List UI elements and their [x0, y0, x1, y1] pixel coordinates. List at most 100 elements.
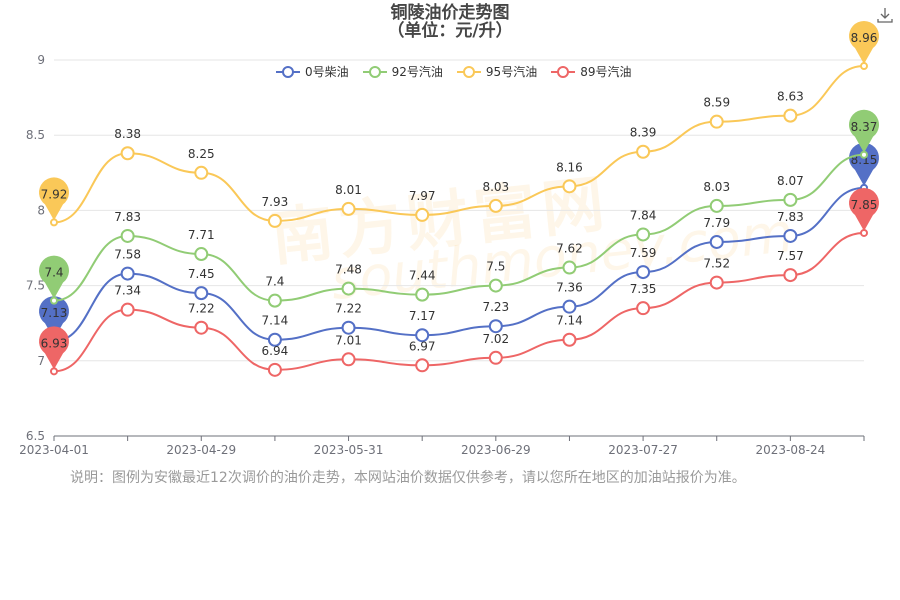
x-tick-label: 2023-06-29 [461, 443, 531, 457]
data-label: 7.23 [482, 300, 509, 314]
series-3: 8.38 8.25 7.93 8.01 7.97 8.03 8.16 8.39 8.59 8.63… [39, 21, 880, 228]
chart-note: 说明：图例为安徽最近12次调价的油价走势，本网站油价数据仅供参考，请以您所在地区… [70, 470, 746, 486]
data-label: 7.01 [335, 333, 362, 347]
data-point [415, 328, 430, 343]
data-label: 8.25 [188, 147, 215, 161]
data-label: 7.5 [486, 260, 505, 274]
data-point [415, 358, 430, 373]
data-label: 8.59 [703, 96, 730, 110]
legend-label: 89号汽油 [580, 65, 632, 79]
data-label: 8.01 [335, 183, 362, 197]
series-2: 7.837.717.47.48 7.447.57.627.848.03 8.077.… [39, 109, 879, 308]
legend-label: 0号柴油 [305, 65, 349, 79]
data-point [267, 332, 282, 347]
legend-item-3[interactable]: 95号汽油 [456, 63, 538, 80]
pin-marker [849, 142, 879, 186]
x-tick-label: 2023-04-29 [166, 443, 236, 457]
data-label: 7.22 [188, 302, 215, 316]
chart-subtitle: （单位：元/升） [387, 21, 513, 41]
data-point [120, 266, 135, 281]
data-label: 8.38 [114, 127, 141, 141]
data-point [709, 234, 724, 249]
data-point [120, 228, 135, 243]
pin-label: 8.96 [851, 31, 878, 45]
data-point [488, 198, 503, 213]
data-label: 7.44 [409, 269, 436, 283]
data-label: 7.52 [703, 257, 730, 271]
data-label: 7.17 [409, 309, 436, 323]
download-icon[interactable] [876, 6, 894, 24]
pin-marker [849, 187, 879, 231]
pin-marker [39, 177, 70, 221]
data-label: 7.84 [630, 208, 657, 222]
series-line [53, 231, 865, 373]
legend-marker-icon [456, 65, 481, 78]
data-label: 7.14 [556, 314, 583, 328]
pin-label: 8.37 [851, 120, 878, 134]
data-point [488, 319, 503, 334]
data-point [267, 213, 282, 228]
data-point [120, 146, 135, 161]
legend-label: 92号汽油 [391, 65, 443, 79]
y-tick-label: 7 [37, 354, 45, 368]
legend-item-1[interactable]: 0号柴油 [276, 63, 349, 80]
series-4: 7.347.226.947.01 6.977.027.147.357.527.57… [39, 187, 879, 377]
data-point [636, 301, 651, 316]
series-line [53, 65, 865, 224]
data-point [562, 260, 577, 275]
data-point [709, 114, 724, 129]
pin-label: 7.92 [41, 187, 68, 201]
pin-marker [39, 255, 70, 299]
series-line [53, 153, 865, 302]
data-point [562, 299, 577, 314]
x-tick-label: 2023-05-31 [314, 443, 384, 457]
data-point [562, 179, 577, 194]
data-label: 7.59 [630, 246, 657, 260]
x-tick-label: 2023-07-27 [608, 443, 678, 457]
data-label: 7.57 [777, 249, 804, 263]
data-point [709, 275, 724, 290]
pin-label: 7.4 [44, 266, 63, 280]
y-tick-label: 9 [37, 53, 45, 67]
data-point [783, 108, 798, 123]
data-label: 8.63 [777, 90, 804, 104]
y-tick-label: 8.5 [26, 128, 45, 142]
legend-marker-icon [362, 65, 387, 78]
data-point [341, 352, 356, 367]
data-point [562, 332, 577, 347]
data-label: 6.94 [262, 344, 289, 358]
legend-label: 95号汽油 [485, 65, 538, 79]
data-point [636, 265, 651, 280]
data-point [120, 302, 135, 317]
data-point [267, 293, 282, 308]
pin-marker [849, 21, 880, 65]
legend-item-2[interactable]: 92号汽油 [362, 63, 443, 80]
series-1: 7.587.457.147.227.177.237.367.597.79 7.83… [39, 142, 879, 347]
data-point [194, 247, 209, 262]
data-label: 7.97 [409, 189, 436, 203]
legend: 0号柴油 92号汽油 95号汽油 89号汽油 [276, 63, 631, 80]
pin-marker [849, 109, 879, 153]
y-tick-label: 7.5 [26, 279, 45, 293]
pin-label: 7.13 [41, 306, 68, 320]
data-label: 7.58 [114, 248, 141, 262]
data-point [415, 207, 430, 222]
data-label: 8.39 [630, 126, 657, 140]
data-point [194, 286, 209, 301]
data-point [636, 144, 651, 159]
data-point [194, 320, 209, 335]
data-point [783, 228, 798, 243]
data-label: 7.79 [703, 216, 730, 230]
data-point [267, 362, 282, 377]
data-label: 6.97 [409, 339, 436, 353]
x-tick-label: 2023-08-24 [755, 443, 825, 457]
data-label: 7.83 [114, 210, 141, 224]
data-label: 7.36 [556, 281, 583, 295]
pin-marker [39, 296, 70, 340]
data-label: 7.14 [262, 314, 289, 328]
data-point [636, 227, 651, 242]
data-label: 7.83 [777, 210, 804, 224]
legend-item-4[interactable]: 89号汽油 [551, 63, 631, 80]
data-label: 7.62 [556, 242, 583, 256]
